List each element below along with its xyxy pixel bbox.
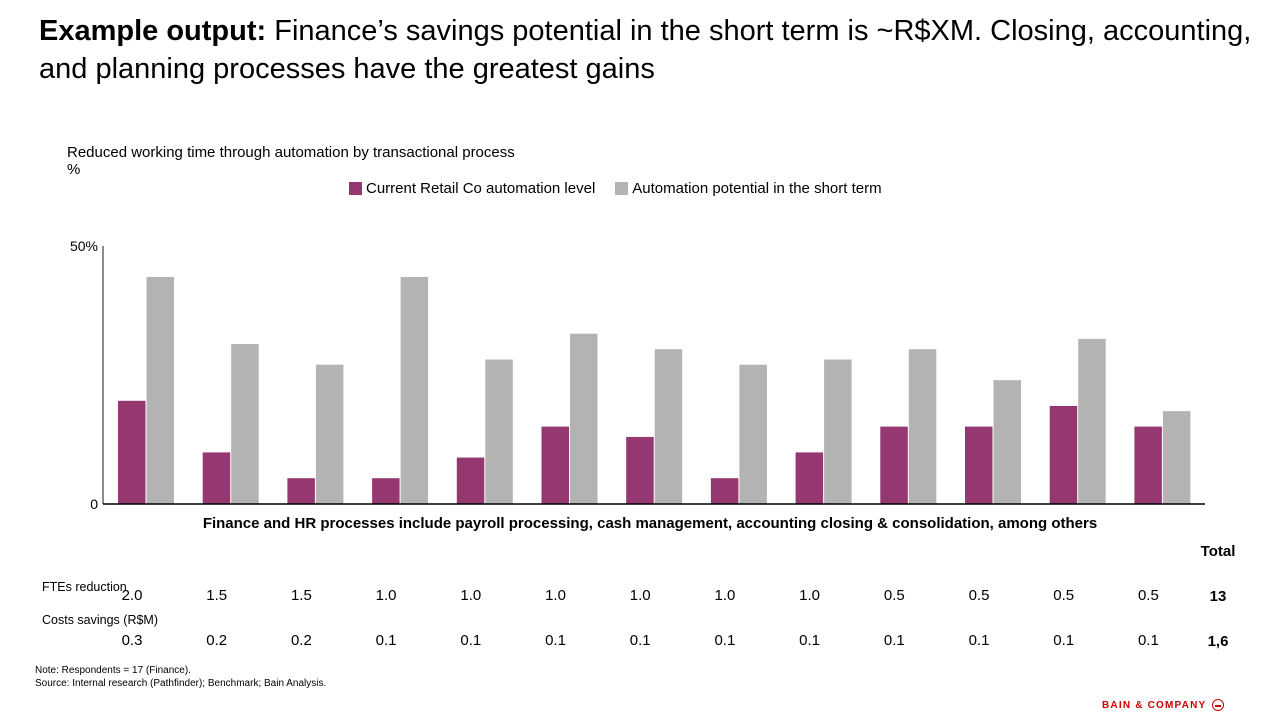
bar-current-7: [626, 436, 654, 504]
cost-value-3: 0.2: [290, 632, 312, 649]
fte-value-12: 0.5: [1053, 587, 1075, 604]
y-unit-label: %: [67, 161, 81, 178]
bar-potential-10: [908, 349, 937, 504]
logo-text: BAIN & COMPANY: [1102, 699, 1207, 711]
bar-current-3: [287, 478, 315, 504]
bar-current-12: [1049, 405, 1078, 504]
y-tick-label-max: 50%: [70, 238, 98, 254]
bar-potential-8: [739, 364, 767, 504]
row-label-ftes: FTEs reduction: [42, 580, 127, 594]
fte-value-1: 2.0: [121, 587, 143, 604]
row-label-costs: Costs savings (R$M): [42, 613, 158, 627]
cost-value-1: 0.3: [121, 632, 143, 649]
total-header: Total: [1200, 543, 1236, 560]
legend-swatch-potential: [615, 182, 629, 195]
cost-value-9: 0.1: [799, 632, 821, 649]
cost-value-4: 0.1: [375, 632, 397, 649]
slide-title: Example output: Finance’s savings potent…: [39, 12, 1259, 88]
cost-value-7: 0.1: [629, 632, 651, 649]
bar-potential-2: [231, 344, 259, 504]
legend-item-potential: Automation potential in the short term: [615, 180, 882, 197]
title-bold: Example output:: [39, 15, 267, 47]
bar-potential-3: [315, 364, 344, 504]
note-text: Note: Respondents = 17 (Finance).: [35, 665, 191, 676]
chart-legend: Current Retail Co automation level Autom…: [349, 180, 902, 197]
logo-mark-icon: [1212, 699, 1225, 711]
bar-potential-12: [1078, 338, 1106, 504]
bar-current-9: [795, 452, 824, 504]
bar-potential-1: [146, 276, 174, 504]
fte-value-4: 1.0: [375, 587, 397, 604]
bar-current-13: [1134, 426, 1162, 504]
chart-annotation: Finance and HR processes include payroll…: [202, 515, 1098, 532]
bar-current-2: [202, 452, 231, 504]
footnotes: Note: Respondents = 17 (Finance). Source…: [35, 664, 326, 690]
fte-value-2: 1.5: [206, 587, 228, 604]
chart-subtitle: Reduced working time through automation …: [67, 144, 515, 178]
cost-total: 1,6: [1207, 633, 1229, 650]
fte-value-6: 1.0: [545, 587, 566, 604]
cost-value-5: 0.1: [460, 632, 482, 649]
legend-label-current: Current Retail Co automation level: [366, 180, 596, 197]
cost-value-10: 0.1: [883, 632, 905, 649]
fte-value-7: 1.0: [629, 587, 651, 604]
bar-potential-13: [1162, 411, 1191, 504]
bar-current-4: [372, 478, 400, 504]
bar-current-5: [456, 457, 485, 504]
bar-current-6: [541, 426, 569, 504]
bars-group: [118, 276, 1191, 504]
bar-current-1: [118, 400, 146, 504]
legend-label-potential: Automation potential in the short term: [632, 180, 882, 197]
cost-value-6: 0.1: [545, 632, 566, 649]
title-text: Finance’s savings potential in the short…: [39, 15, 1252, 85]
fte-total: 13: [1209, 588, 1227, 605]
legend-swatch-current: [349, 182, 362, 195]
bar-potential-6: [570, 333, 598, 504]
bain-logo: BAIN & COMPANY: [1102, 699, 1225, 711]
fte-value-3: 1.5: [290, 587, 312, 604]
cost-value-12: 0.1: [1053, 632, 1075, 649]
cost-value-8: 0.1: [714, 632, 736, 649]
source-text: Source: Internal research (Pathfinder); …: [35, 678, 327, 689]
bar-potential-7: [654, 349, 683, 504]
cost-value-2: 0.2: [206, 632, 228, 649]
bar-chart: 50% 0: [70, 238, 1205, 512]
chart-title: Reduced working time through automation …: [67, 144, 515, 161]
cost-value-11: 0.1: [968, 632, 990, 649]
y-tick-label-zero: 0: [90, 496, 98, 512]
bar-current-10: [880, 426, 908, 504]
bar-potential-9: [824, 359, 852, 504]
fte-value-11: 0.5: [968, 587, 990, 604]
cost-value-13: 0.1: [1137, 632, 1159, 649]
fte-value-10: 0.5: [883, 587, 905, 604]
bar-current-11: [965, 426, 993, 504]
bar-potential-5: [485, 359, 513, 504]
fte-value-9: 1.0: [799, 587, 821, 604]
bar-current-8: [710, 478, 739, 504]
legend-item-current: Current Retail Co automation level: [349, 180, 595, 197]
fte-value-5: 1.0: [460, 587, 482, 604]
fte-value-13: 0.5: [1137, 587, 1159, 604]
bar-potential-11: [993, 380, 1021, 504]
fte-value-8: 1.0: [714, 587, 736, 604]
bar-potential-4: [400, 276, 429, 504]
